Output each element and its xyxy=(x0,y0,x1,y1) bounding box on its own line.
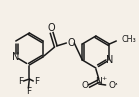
Text: O: O xyxy=(82,81,89,91)
Text: O: O xyxy=(48,23,55,33)
Text: F: F xyxy=(34,78,39,87)
Text: F: F xyxy=(18,78,23,87)
Text: -: - xyxy=(114,81,117,87)
Text: CH₃: CH₃ xyxy=(121,36,136,45)
Text: O: O xyxy=(108,81,115,91)
Text: ·: · xyxy=(115,79,118,89)
Text: N: N xyxy=(106,55,113,65)
Text: N: N xyxy=(95,78,102,87)
Text: F: F xyxy=(26,87,31,96)
Text: N: N xyxy=(12,52,19,62)
Text: +: + xyxy=(102,77,107,81)
Text: O: O xyxy=(67,38,75,48)
